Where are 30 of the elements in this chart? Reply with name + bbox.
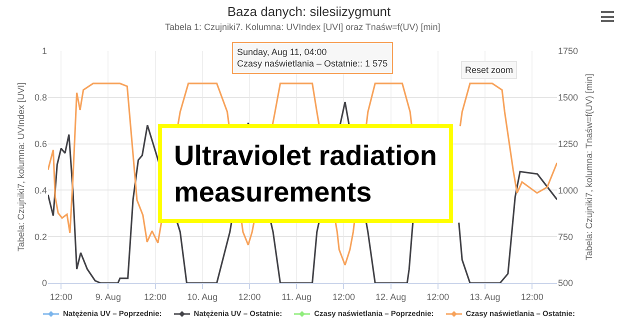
y2-tick-label: 1750: [558, 46, 578, 56]
y-tick-label: 0.2: [34, 232, 47, 242]
x-tick-label: 13. Aug: [470, 292, 500, 302]
y2-tick-label: 500: [558, 278, 574, 288]
x-tick-label: 11. Aug: [282, 292, 312, 302]
y2-axis-title: Tabela: Czujniki7, kolumna: Tnaśw=f(UV) [min]: [584, 74, 594, 260]
y2-tick-label: 1000: [558, 185, 578, 196]
x-tick-label: 9. Aug: [95, 292, 121, 302]
x-tick-label: 12:00: [426, 292, 450, 302]
y-tick-label: 0.8: [34, 92, 47, 103]
x-tick-label: 12:00: [50, 292, 72, 302]
annotation: Ultraviolet radiation measurements: [174, 140, 437, 208]
y2-tick-label: 1500: [558, 92, 578, 103]
y2-tick-label: 750: [558, 232, 574, 242]
x-tick-label: 12:00: [144, 292, 167, 302]
x-tick-label: 12. Aug: [376, 292, 406, 302]
x-tick-label: 10. Aug: [187, 292, 218, 302]
y-tick-label: 0.6: [34, 138, 47, 149]
y-tick-label: 0: [42, 278, 47, 288]
x-tick-label: 12:00: [238, 292, 261, 302]
x-tick-label: 12:00: [332, 292, 355, 302]
y-axis-title: Tabela: Czujniki7, kolumna: UVIndex [UVI]: [16, 82, 26, 252]
annotation: Reset zoom: [465, 65, 514, 75]
y-tick-label: 0.4: [34, 185, 47, 196]
y2-tick-label: 1250: [558, 138, 578, 149]
x-tick-label: 12:00: [520, 292, 544, 302]
annotation: Sunday, Aug 11, 04:00 Czasy naświetlania – Ostatnie:: 1 575: [237, 47, 388, 69]
chart-subtitle: Tabela 1: Czujniki7. Kolumna: UVIndex [UVI] oraz Tnaśw=f(UV) [min]: [165, 22, 440, 32]
y-tick-label: 1: [42, 46, 47, 56]
chart-title: Baza danych: silesiizygmunt: [227, 4, 392, 20]
